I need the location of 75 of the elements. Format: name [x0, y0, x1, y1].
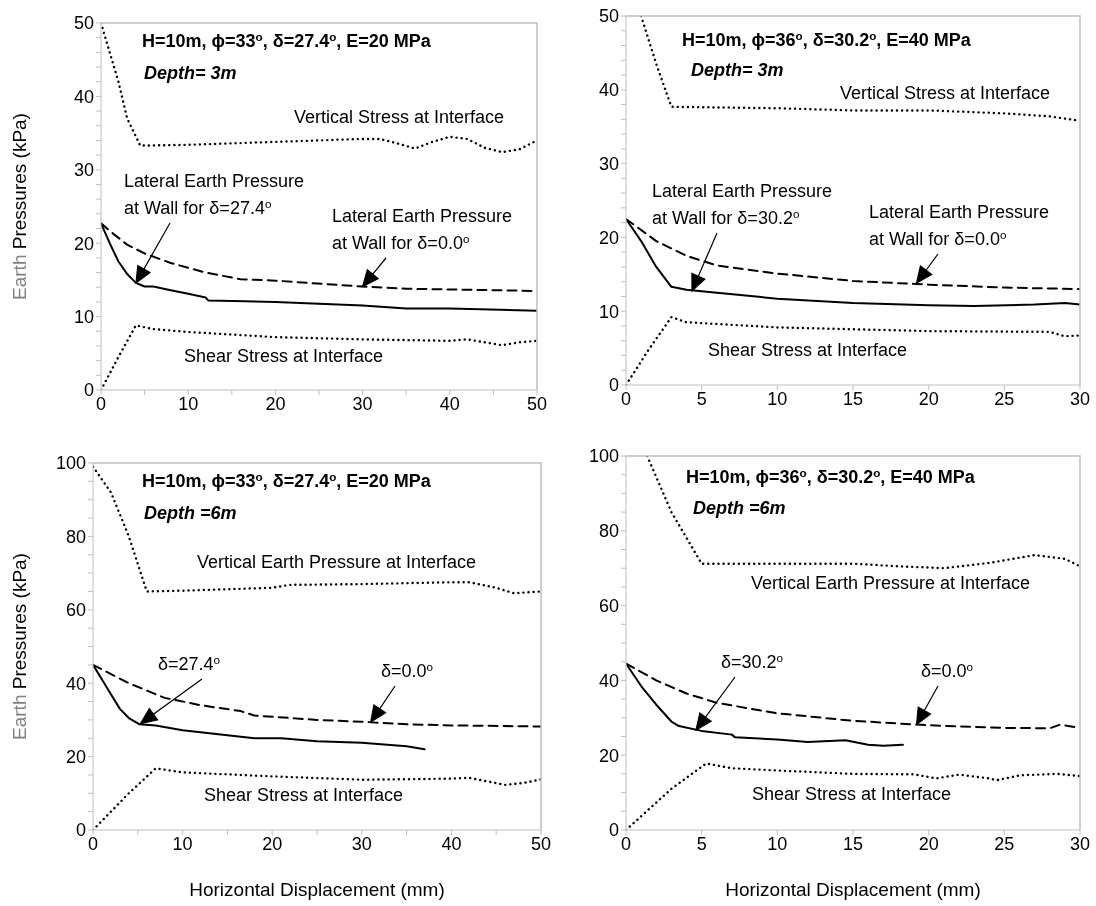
y-axis-title: Earth Pressures (kPa) [9, 553, 30, 740]
text: H=10m, ϕ=36$^{o}$, δ=30.2$^{o}$, E=40 MPa [682, 28, 972, 50]
x-tick-label: 25 [994, 388, 1015, 409]
chart-title: H=10m, ϕ=33$^{o}$, δ=27.4$^{o}$, E=20 MPa [142, 29, 432, 51]
y-tick-label: 100 [588, 446, 619, 467]
text: Depth= 3m [691, 60, 784, 80]
y-tick-label: 80 [65, 526, 86, 547]
y-tick-label: 20 [598, 745, 619, 766]
annotation: Vertical Stress at Interface [294, 107, 505, 127]
annotation: δ=0.0$^{o}$ [381, 659, 434, 681]
x-axis-title: Horizontal Displacement (mm) [725, 879, 981, 900]
text: Depth =6m [144, 503, 237, 523]
x-tick-label: 15 [842, 388, 864, 409]
y-tick-label: 0 [75, 820, 86, 841]
annotation: Shear Stress at Interface [184, 346, 384, 366]
x-tick-label: 20 [918, 388, 939, 409]
annotation: Lateral Earth Pressure at Wall for δ=0.0$^{o}$ [332, 206, 513, 253]
x-tick-label: 15 [842, 833, 864, 854]
annotation: Shear Stress at Interface [752, 784, 952, 804]
x-tick-label: 5 [696, 388, 707, 409]
y-tick-label: 80 [598, 521, 619, 542]
annotation: Vertical Stress at Interface [840, 83, 1051, 103]
annotation: Lateral Earth Pressure at Wall for δ=0.0$^{o}$ [869, 202, 1050, 249]
x-tick-label: 30 [352, 393, 373, 414]
x-tick-label: 20 [262, 833, 283, 854]
text: Depth= 3m [144, 63, 237, 83]
annotation: Lateral Earth Pressure at Wall for δ=30.2$^{o}$ [652, 181, 833, 228]
x-tick-label: 50 [530, 833, 552, 854]
x-tick-label: 30 [1069, 388, 1091, 409]
annotation: Shear Stress at Interface [708, 340, 908, 360]
x-tick-label: 10 [767, 833, 788, 854]
annotation: Vertical Earth Pressure at Interface [751, 573, 1031, 593]
annotation: Lateral Earth Pressure at Wall for δ=27.4$^{o}$ [124, 171, 305, 218]
x-axis-title: Horizontal Displacement (mm) [189, 879, 445, 900]
y-tick-label: 10 [73, 306, 94, 327]
y-tick-label: 10 [598, 301, 619, 322]
y-tick-label: 100 [55, 453, 86, 474]
y-tick-label: 20 [598, 227, 619, 248]
y-tick-label: 50 [73, 13, 94, 34]
x-tick-label: 20 [265, 393, 286, 414]
text: H=10m, ϕ=36$^{o}$, δ=30.2$^{o}$, E=40 MPa [686, 465, 976, 487]
annotation: Shear Stress at Interface [204, 785, 404, 805]
annotation: δ=30.2$^{o}$ [721, 650, 784, 672]
chart-title: H=10m, ϕ=33$^{o}$, δ=27.4$^{o}$, E=20 MPa [142, 469, 432, 491]
y-tick-label: 60 [65, 600, 86, 621]
y-tick-label: 30 [73, 160, 94, 181]
y-tick-label: 60 [598, 595, 619, 616]
y-tick-label: 40 [598, 80, 619, 101]
y-tick-label: 40 [65, 673, 86, 694]
y-tick-label: 20 [65, 746, 86, 767]
y-tick-label: 40 [73, 86, 94, 107]
x-tick-label: 10 [178, 393, 199, 414]
x-tick-label: 25 [994, 833, 1015, 854]
x-tick-label: 50 [526, 393, 548, 414]
text: Depth =6m [693, 498, 786, 518]
x-tick-label: 30 [351, 833, 372, 854]
x-tick-label: 10 [767, 388, 788, 409]
x-tick-label: 5 [696, 833, 707, 854]
x-tick-label: 40 [441, 833, 462, 854]
x-tick-label: 0 [95, 393, 107, 414]
x-tick-label: 30 [1069, 833, 1091, 854]
y-tick-label: 20 [73, 233, 94, 254]
x-tick-label: 40 [439, 393, 460, 414]
y-tick-label: 0 [608, 375, 619, 396]
line-series [645, 456, 1080, 570]
y-tick-label: 30 [598, 153, 619, 174]
x-tick-label: 20 [918, 833, 939, 854]
x-tick-label: 10 [172, 833, 193, 854]
y-axis-title: Earth Pressures (kPa) [9, 113, 30, 300]
y-tick-label: 50 [598, 6, 619, 27]
annotation: Vertical Earth Pressure at Interface [197, 552, 477, 572]
y-tick-label: 0 [608, 820, 619, 841]
annotation: δ=0.0$^{o}$ [921, 659, 974, 681]
y-tick-label: 40 [598, 670, 619, 691]
annotation: δ=27.4$^{o}$ [158, 652, 221, 674]
